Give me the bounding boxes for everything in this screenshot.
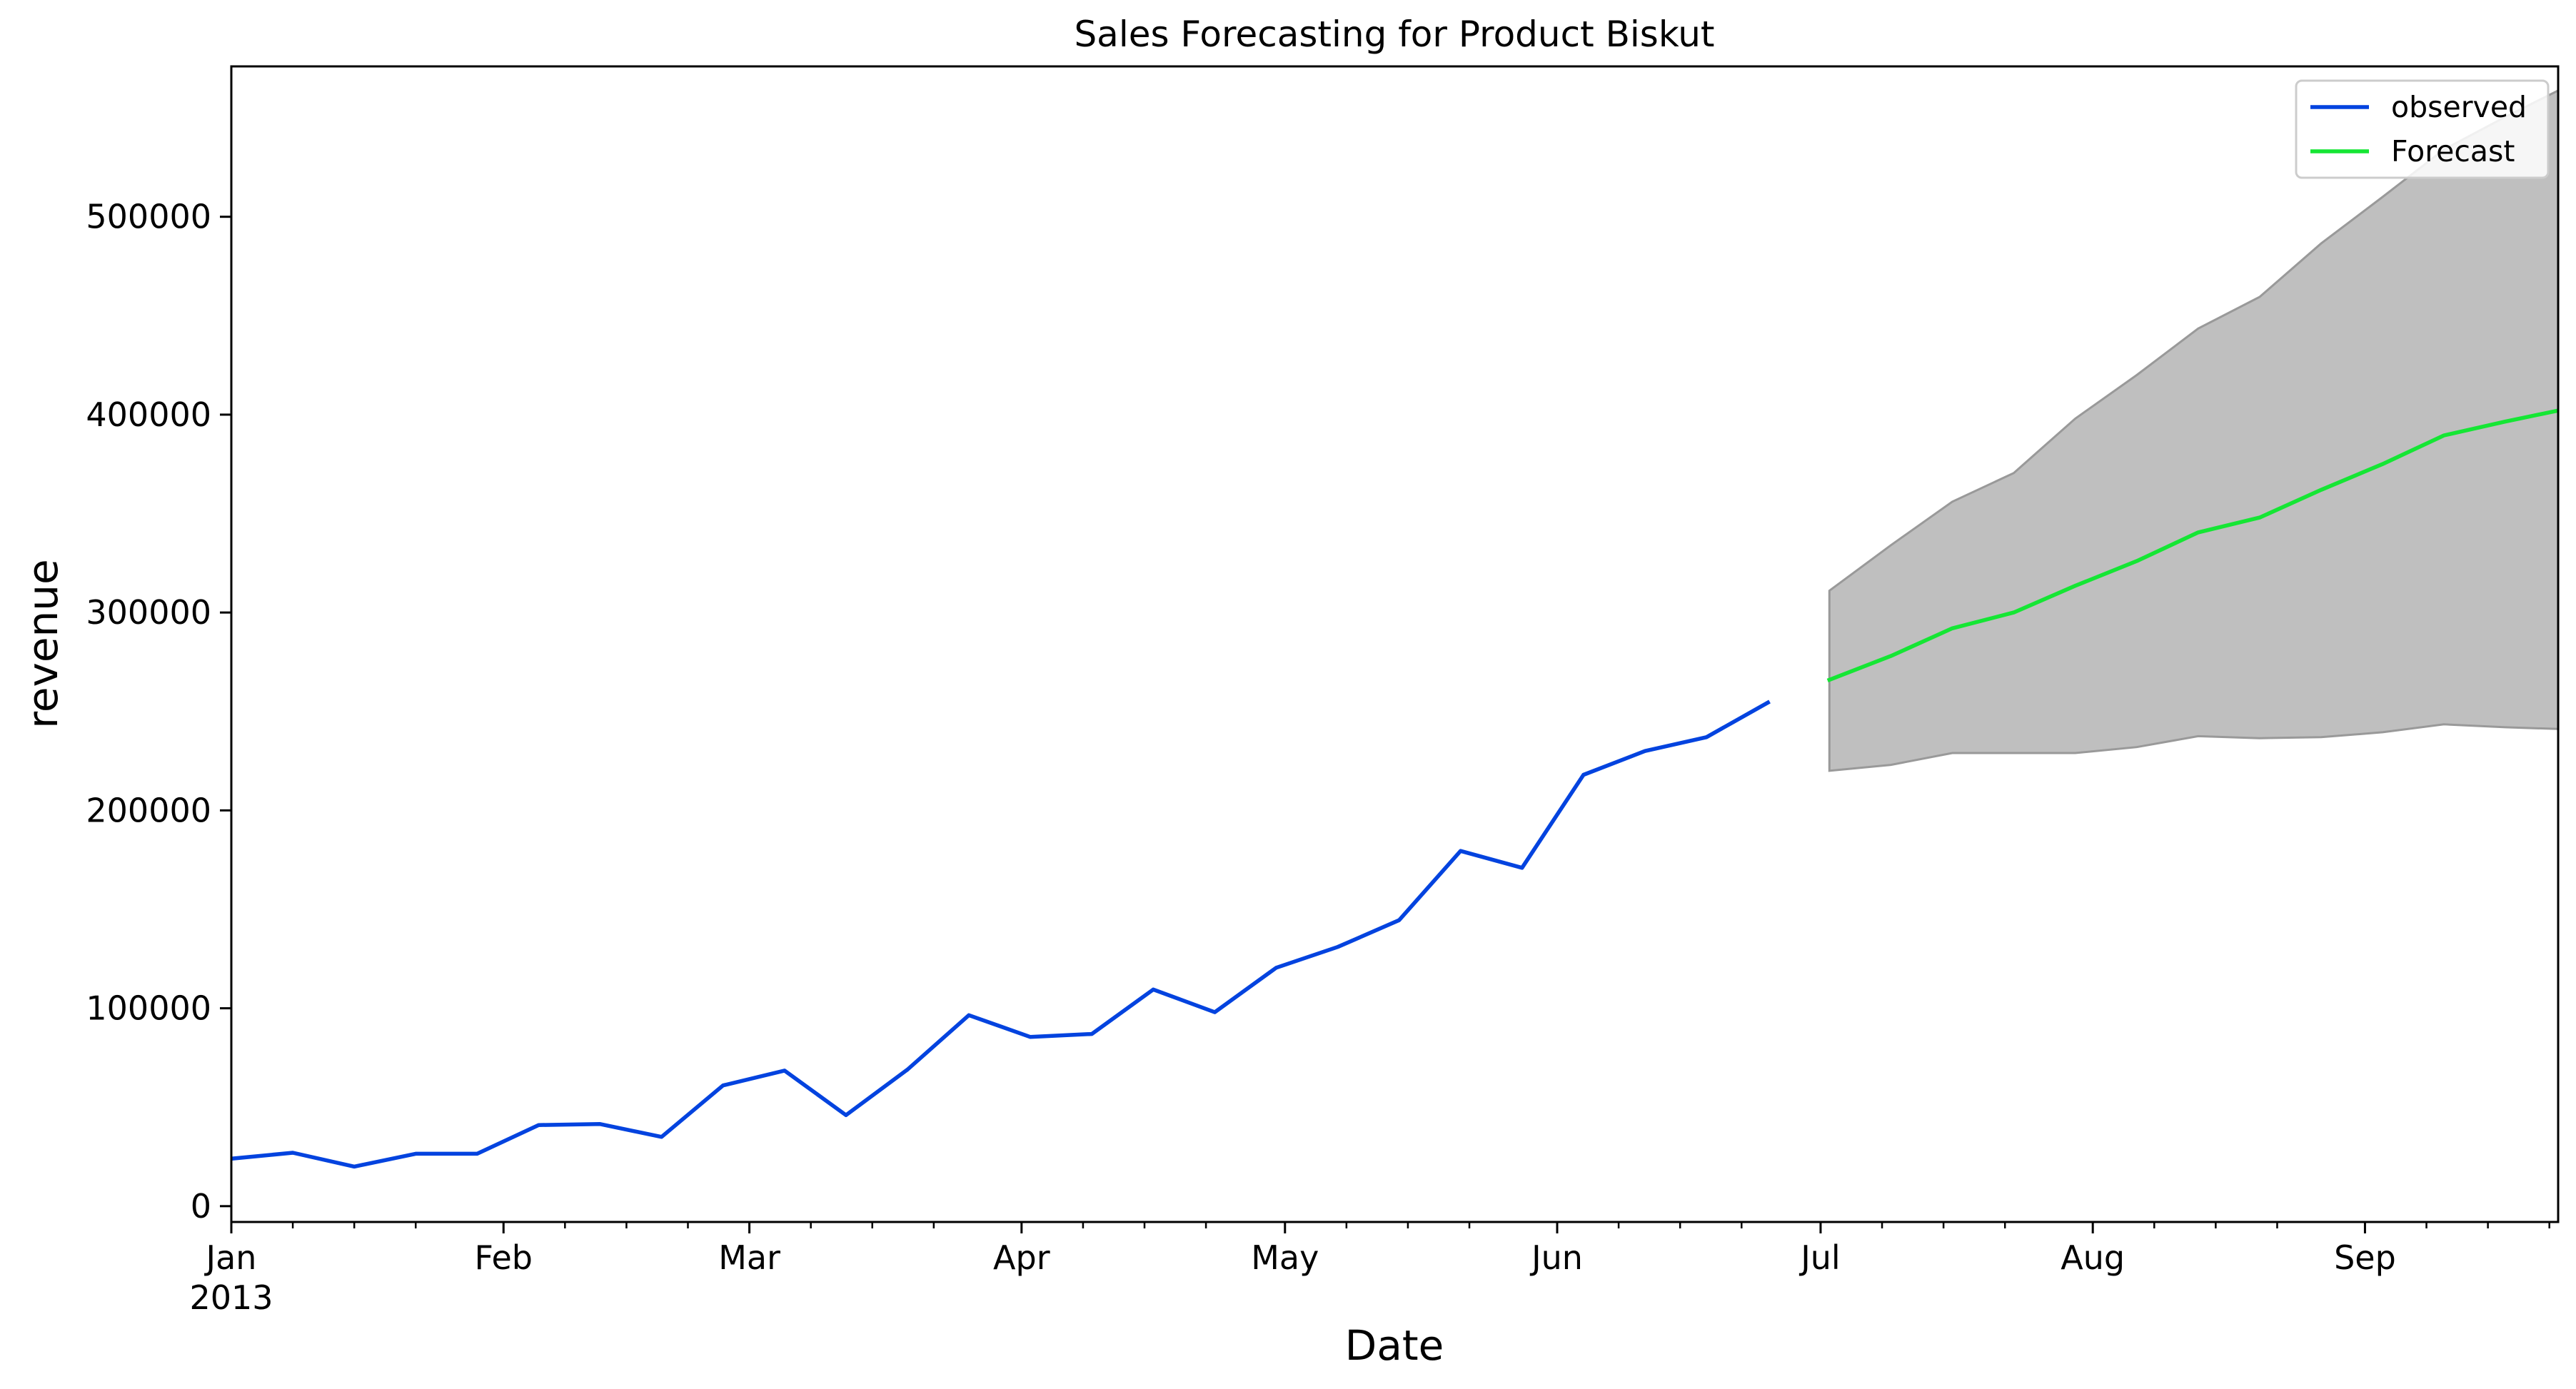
x-tick-label: Apr — [993, 1238, 1050, 1277]
chart-title: Sales Forecasting for Product Biskut — [1074, 14, 1714, 55]
x-tick-label: Feb — [475, 1238, 533, 1277]
plot-area — [231, 89, 2558, 1169]
x-tick-label: Jun — [1529, 1238, 1583, 1277]
y-tick-label: 500000 — [86, 198, 211, 236]
legend-box — [2295, 79, 2550, 179]
legend-observed-label: observed — [2391, 90, 2527, 124]
legend-forecast-label: Forecast — [2391, 134, 2515, 168]
y-tick-label: 400000 — [86, 395, 211, 434]
y-tick-label: 200000 — [86, 791, 211, 829]
x-tick-label: Jul — [1798, 1238, 1841, 1277]
x-tick-label: May — [1251, 1238, 1319, 1277]
y-tick-label: 100000 — [86, 989, 211, 1028]
legend: observed Forecast — [2295, 79, 2550, 179]
x-tick-label: Jan — [204, 1238, 257, 1277]
x-tick-label: Mar — [718, 1238, 780, 1277]
forecast-series-line — [1826, 408, 2558, 682]
x-tick-year-label: 2013 — [189, 1278, 273, 1317]
y-axis-label: revenue — [19, 559, 67, 728]
y-tick-label: 300000 — [86, 593, 211, 632]
confidence-interval-band — [1828, 89, 2558, 772]
y-tick-label: 0 — [191, 1187, 211, 1226]
x-tick-label: Aug — [2061, 1238, 2125, 1277]
observed-series-line — [231, 699, 1771, 1169]
x-tick-label: Sep — [2334, 1238, 2396, 1277]
x-axis-label: Date — [1345, 1321, 1444, 1370]
y-axis: 0 100000 200000 300000 400000 500000 — [86, 198, 231, 1226]
plot-frame — [230, 65, 2560, 1223]
